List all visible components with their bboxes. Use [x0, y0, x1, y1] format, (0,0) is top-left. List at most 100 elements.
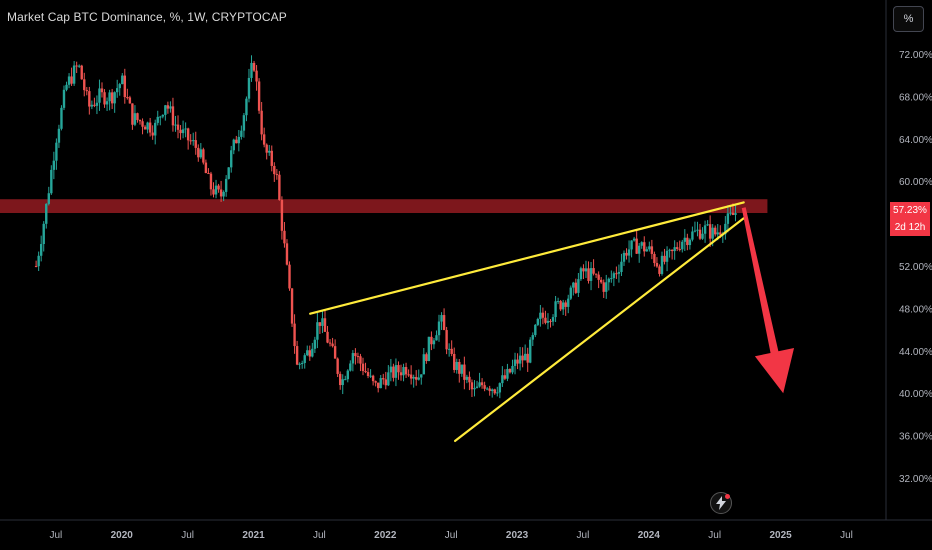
- candle-body: [379, 378, 382, 389]
- candle-body: [724, 223, 727, 235]
- candle-body: [217, 185, 220, 190]
- candle-body: [280, 199, 284, 231]
- candle-body: [541, 312, 545, 318]
- candle-body: [455, 361, 458, 370]
- candle-body: [133, 113, 137, 125]
- candle-body: [141, 121, 144, 127]
- candle-body: [549, 320, 552, 322]
- time-axis[interactable]: Jul 2020 Jul 2021 Jul 2022 Jul 2023 Jul 2024 Jul 20…: [49, 530, 852, 541]
- current-price-label: 57.23%: [890, 202, 930, 219]
- candle-body: [235, 139, 238, 144]
- candle-body: [447, 348, 451, 350]
- candle-body: [683, 237, 687, 242]
- candle-body: [128, 97, 132, 104]
- candle-body: [306, 350, 309, 356]
- candle-body: [52, 160, 56, 170]
- candle-body: [45, 203, 48, 224]
- candle-body: [113, 92, 116, 104]
- candle-body: [701, 233, 704, 239]
- candle-body: [341, 379, 344, 386]
- candle-body: [116, 88, 119, 93]
- candle-body: [584, 268, 588, 272]
- candle-body: [551, 317, 555, 322]
- candle-body: [338, 373, 342, 386]
- candle-body: [103, 92, 106, 105]
- candle-body: [480, 382, 484, 386]
- candle-body: [361, 363, 365, 372]
- candle-body: [95, 102, 99, 106]
- candle-body: [75, 65, 78, 67]
- bar-countdown-label: 2d 12h: [890, 219, 930, 236]
- candle-body: [148, 122, 152, 133]
- candle-body: [230, 150, 233, 168]
- candle-body: [615, 273, 618, 275]
- candle-body: [321, 318, 324, 326]
- candle-body: [376, 382, 380, 389]
- candle-body: [60, 107, 63, 129]
- y-tick-label: 36.00%: [899, 432, 932, 443]
- candle-body: [655, 263, 659, 267]
- flash-button[interactable]: [710, 492, 732, 514]
- candle-body: [394, 365, 398, 378]
- price-axis[interactable]: 72.00% 68.00% 64.00% 60.00% 52.00% 48.00% 44.0…: [899, 50, 932, 485]
- candle-body: [384, 379, 388, 386]
- candle-body: [567, 298, 570, 307]
- candle-body: [691, 231, 694, 240]
- candle-body: [508, 368, 512, 373]
- trendline-1[interactable]: [309, 201, 745, 315]
- candle-body: [643, 242, 646, 252]
- candle-body: [442, 315, 446, 331]
- y-tick-label: 60.00%: [899, 177, 932, 188]
- candle-body: [488, 388, 491, 392]
- candle-body: [186, 128, 190, 141]
- candle-body: [316, 322, 319, 340]
- candle-body: [164, 105, 167, 115]
- candle-body: [349, 363, 352, 371]
- projection-arrow[interactable]: [741, 207, 795, 394]
- candle-body: [265, 144, 268, 153]
- candle-body: [222, 191, 225, 197]
- candle-body: [420, 374, 423, 378]
- y-tick-label: 68.00%: [899, 92, 932, 103]
- candle-body: [465, 376, 469, 380]
- candle-body: [90, 104, 94, 107]
- candle-body: [336, 358, 339, 374]
- candle-body: [534, 324, 537, 336]
- candle-body: [579, 268, 583, 280]
- candle-body: [240, 130, 243, 137]
- candle-body: [197, 147, 200, 158]
- candle-body: [415, 376, 418, 380]
- candle-body: [703, 225, 707, 234]
- candle-body: [50, 169, 53, 194]
- candle-body: [154, 122, 157, 136]
- candle-body: [719, 232, 722, 235]
- candle-body: [688, 239, 692, 246]
- candle-body: [72, 65, 76, 84]
- candle-body: [587, 268, 590, 281]
- trendline-2[interactable]: [454, 217, 745, 442]
- notification-dot: [725, 494, 730, 499]
- candle-body: [620, 261, 623, 272]
- candle-body: [648, 246, 651, 250]
- candle-body: [118, 84, 121, 89]
- percent-scale-button[interactable]: %: [893, 6, 924, 32]
- candle-body: [62, 89, 66, 108]
- candle-body: [460, 364, 464, 374]
- candle-body: [577, 279, 580, 293]
- candle-body: [437, 321, 441, 336]
- candle-body: [397, 365, 400, 373]
- candle-body: [696, 229, 699, 231]
- candle-body: [80, 65, 83, 80]
- candle-body: [463, 364, 466, 380]
- candle-body: [359, 356, 362, 364]
- candle-body: [179, 129, 182, 134]
- x-tick-label: 2025: [769, 530, 792, 541]
- candle-body: [503, 375, 507, 379]
- candle-body: [273, 165, 276, 175]
- candle-body: [227, 167, 230, 179]
- candle-body: [607, 278, 610, 283]
- resistance-zone[interactable]: [0, 199, 768, 213]
- candle-body: [303, 355, 306, 364]
- candle-body: [425, 354, 428, 362]
